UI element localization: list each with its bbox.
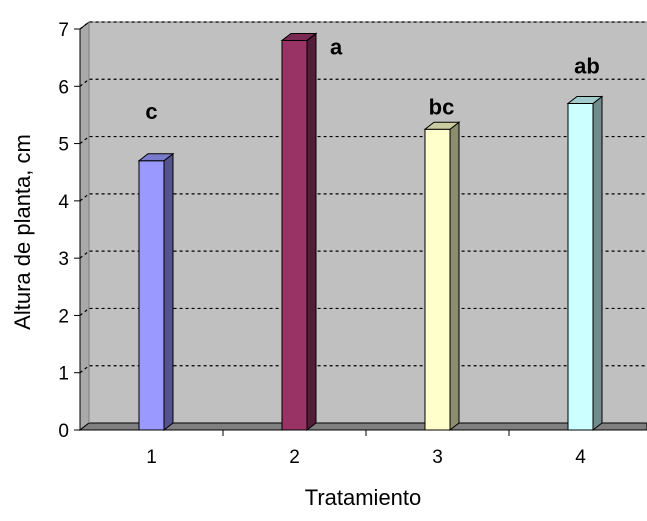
y-tick-label: 1 bbox=[58, 364, 69, 385]
bar bbox=[423, 121, 461, 432]
bar-side bbox=[163, 152, 174, 432]
x-tick-label: 3 bbox=[432, 447, 443, 468]
y-tick-label: 2 bbox=[58, 306, 69, 327]
y-tick-label: 5 bbox=[58, 135, 69, 156]
axes: 0 1 2 3 4 5 6 7 1 2 3 4 bbox=[58, 20, 647, 468]
x-axis-title: Tratamiento bbox=[305, 485, 422, 510]
bar-top bbox=[137, 153, 175, 162]
plot-area bbox=[78, 20, 647, 432]
bar-front bbox=[281, 39, 308, 431]
bar-front bbox=[424, 128, 451, 431]
labels: c a bc ab bbox=[145, 34, 599, 123]
significance-label: c bbox=[145, 99, 157, 124]
bar-front bbox=[138, 160, 165, 431]
bar bbox=[280, 32, 318, 432]
significance-label: ab bbox=[574, 53, 600, 78]
y-tick-label: 3 bbox=[58, 249, 69, 270]
x-tick-label: 1 bbox=[146, 447, 157, 468]
bar-top bbox=[566, 95, 604, 104]
significance-label: a bbox=[330, 34, 343, 59]
x-tick-label: 2 bbox=[289, 447, 300, 468]
bar-side bbox=[592, 95, 603, 432]
y-axis-title: Altura de planta, cm bbox=[10, 134, 35, 330]
bar-side bbox=[449, 121, 460, 432]
x-tick-label: 4 bbox=[575, 447, 586, 468]
bar-side bbox=[306, 32, 317, 432]
wall-outline bbox=[88, 21, 647, 423]
y-tick-label: 4 bbox=[58, 192, 69, 213]
bar bbox=[566, 95, 604, 432]
bar-top bbox=[280, 32, 318, 41]
y-tick-label: 6 bbox=[58, 77, 69, 98]
bar-top bbox=[423, 121, 461, 130]
significance-label: bc bbox=[429, 94, 455, 119]
bar bbox=[137, 152, 175, 432]
bars bbox=[137, 32, 604, 432]
back-wall bbox=[89, 22, 647, 423]
y-tick-label: 0 bbox=[58, 421, 69, 442]
side-wall bbox=[79, 20, 90, 432]
bar-front bbox=[567, 102, 594, 431]
y-tick-label: 7 bbox=[58, 20, 69, 41]
